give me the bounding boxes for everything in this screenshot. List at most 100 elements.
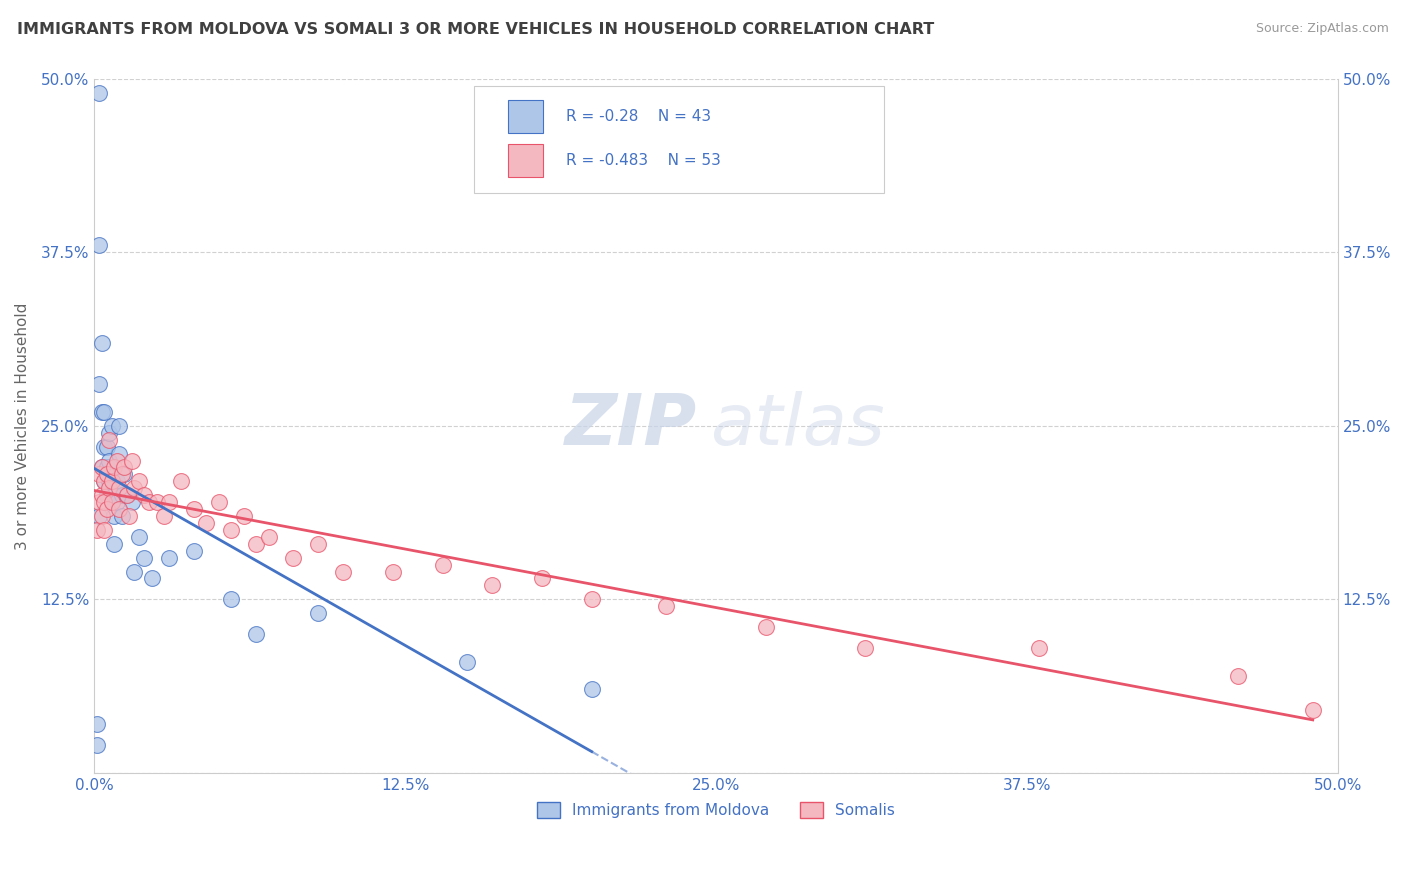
- Point: [105, 453, 128, 467]
- Point: [105, 475, 128, 489]
- Point: [103, 509, 125, 524]
- Y-axis label: 3 or more Vehicles in Household: 3 or more Vehicles in Household: [15, 302, 30, 549]
- Point: [157, 495, 180, 509]
- Point: [755, 620, 778, 634]
- Point: [90, 335, 112, 350]
- Point: [219, 523, 242, 537]
- Point: [232, 509, 254, 524]
- Point: [108, 447, 131, 461]
- Point: [219, 592, 242, 607]
- Point: [115, 488, 138, 502]
- Text: IMMIGRANTS FROM MOLDOVA VS SOMALI 3 OR MORE VEHICLES IN HOUSEHOLD CORRELATION CH: IMMIGRANTS FROM MOLDOVA VS SOMALI 3 OR M…: [17, 22, 934, 37]
- Point: [101, 418, 124, 433]
- Point: [93, 523, 115, 537]
- Point: [118, 509, 141, 524]
- Point: [432, 558, 454, 572]
- Text: Source: ZipAtlas.com: Source: ZipAtlas.com: [1256, 22, 1389, 36]
- Point: [111, 509, 134, 524]
- Point: [101, 495, 124, 509]
- Text: atlas: atlas: [710, 392, 884, 460]
- Point: [108, 418, 131, 433]
- Point: [481, 578, 503, 592]
- Point: [112, 460, 135, 475]
- Point: [157, 550, 180, 565]
- Point: [208, 495, 231, 509]
- Point: [121, 495, 143, 509]
- Point: [283, 550, 305, 565]
- Point: [89, 495, 111, 509]
- Point: [101, 495, 124, 509]
- Point: [93, 475, 115, 489]
- Point: [93, 440, 115, 454]
- Point: [96, 467, 118, 482]
- Point: [381, 565, 404, 579]
- FancyBboxPatch shape: [509, 144, 543, 178]
- Point: [111, 467, 134, 482]
- Point: [93, 495, 115, 509]
- Point: [90, 460, 112, 475]
- Point: [108, 481, 131, 495]
- Point: [90, 460, 112, 475]
- Point: [245, 627, 267, 641]
- Point: [103, 488, 125, 502]
- Point: [307, 537, 329, 551]
- Point: [90, 509, 112, 524]
- Point: [134, 550, 156, 565]
- Point: [89, 377, 111, 392]
- Point: [103, 537, 125, 551]
- Point: [128, 530, 150, 544]
- Point: [93, 475, 115, 489]
- Point: [89, 467, 111, 482]
- Point: [86, 717, 108, 731]
- Point: [170, 475, 193, 489]
- Point: [89, 238, 111, 252]
- Point: [111, 488, 134, 502]
- Point: [108, 502, 131, 516]
- Legend: Immigrants from Moldova, Somalis: Immigrants from Moldova, Somalis: [531, 796, 901, 824]
- Point: [90, 405, 112, 419]
- Point: [581, 682, 603, 697]
- Point: [307, 606, 329, 620]
- Text: ZIP: ZIP: [565, 392, 697, 460]
- FancyBboxPatch shape: [509, 100, 543, 133]
- Point: [195, 516, 218, 530]
- Point: [121, 453, 143, 467]
- Point: [245, 537, 267, 551]
- Point: [86, 523, 108, 537]
- Point: [96, 502, 118, 516]
- Point: [105, 495, 128, 509]
- Point: [1227, 668, 1250, 682]
- Point: [96, 460, 118, 475]
- Point: [98, 453, 121, 467]
- Point: [93, 405, 115, 419]
- Point: [853, 640, 876, 655]
- Point: [89, 509, 111, 524]
- Point: [101, 475, 124, 489]
- Point: [96, 488, 118, 502]
- Point: [145, 495, 167, 509]
- Point: [138, 495, 160, 509]
- Point: [655, 599, 678, 614]
- Point: [98, 475, 121, 489]
- Point: [98, 481, 121, 495]
- Point: [141, 572, 163, 586]
- Point: [90, 488, 112, 502]
- Text: R = -0.483    N = 53: R = -0.483 N = 53: [565, 153, 720, 168]
- Point: [1302, 703, 1324, 717]
- Point: [530, 572, 553, 586]
- Point: [153, 509, 176, 524]
- Point: [128, 475, 150, 489]
- Point: [103, 460, 125, 475]
- Point: [122, 565, 145, 579]
- Point: [98, 425, 121, 440]
- Point: [332, 565, 354, 579]
- Point: [456, 655, 478, 669]
- Text: R = -0.28    N = 43: R = -0.28 N = 43: [565, 109, 711, 124]
- Point: [257, 530, 280, 544]
- Point: [98, 433, 121, 447]
- Point: [115, 488, 138, 502]
- Point: [86, 738, 108, 752]
- Point: [89, 86, 111, 100]
- Point: [183, 543, 205, 558]
- Point: [134, 488, 156, 502]
